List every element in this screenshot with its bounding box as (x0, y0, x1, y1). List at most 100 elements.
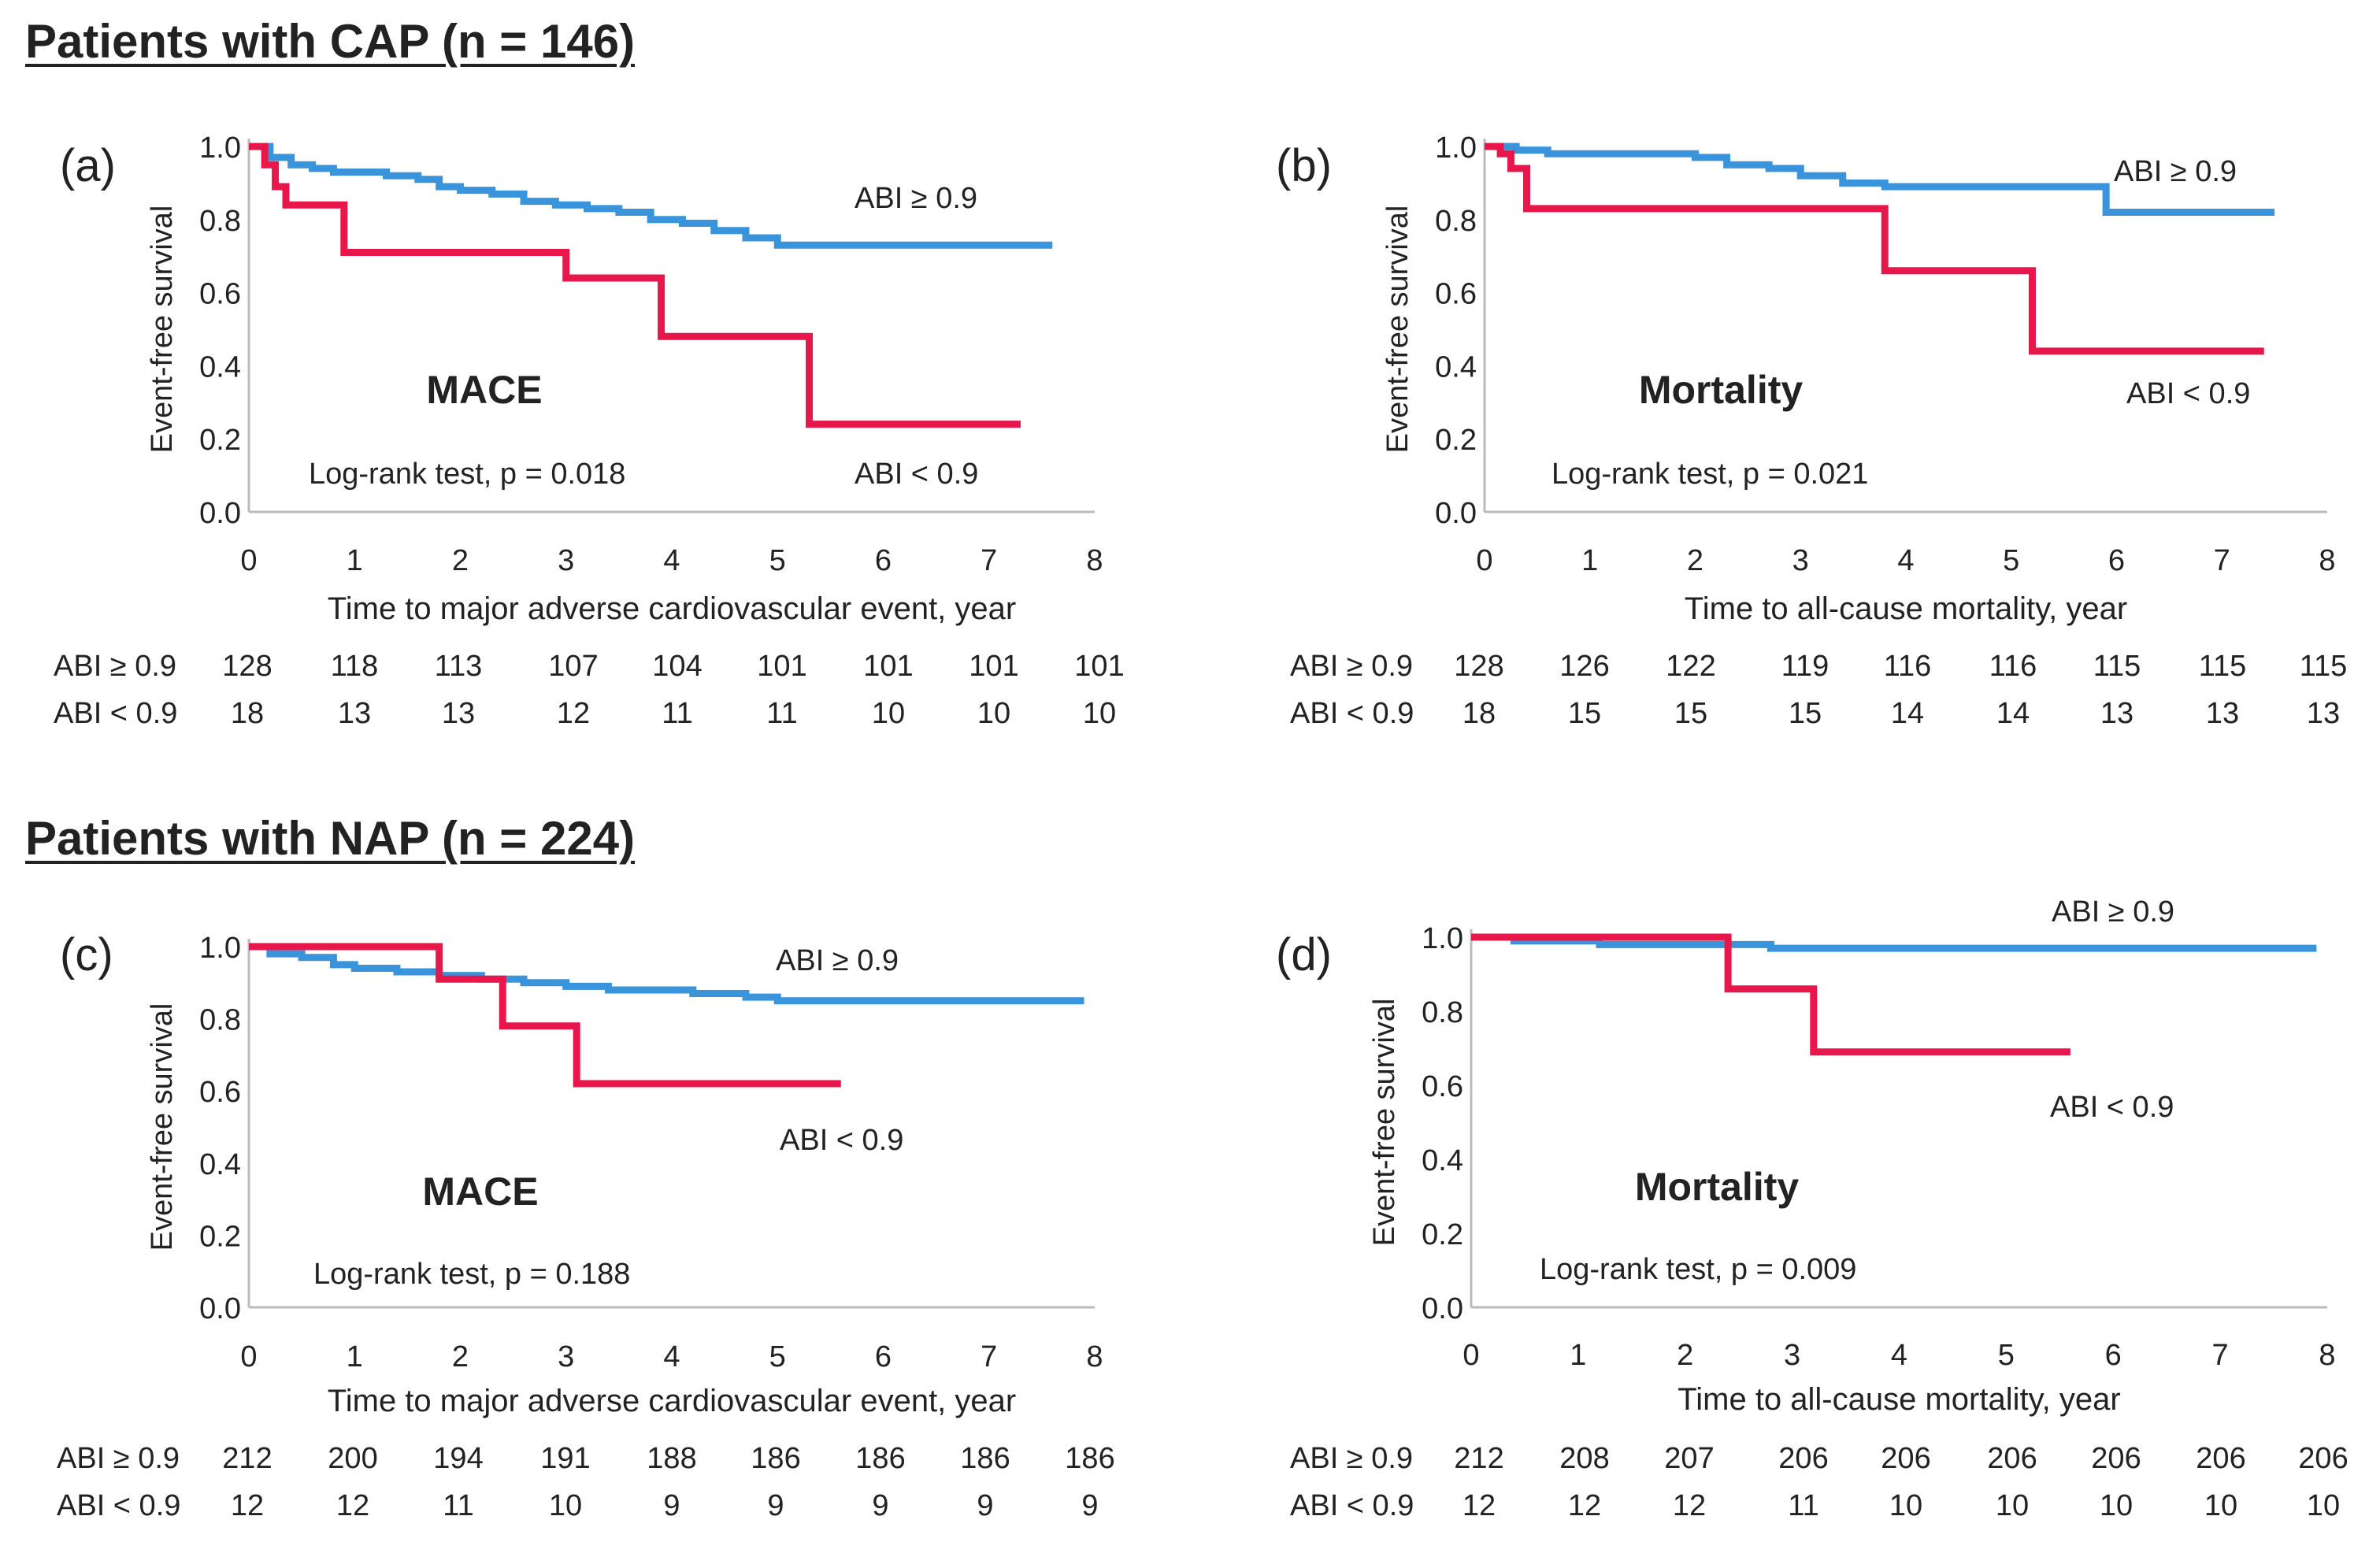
x-tick-label: 4 (1897, 544, 1914, 577)
y-tick-label: 0.2 (199, 424, 241, 457)
risk-count: 101 (969, 650, 1018, 683)
y-tick-label: 0.0 (199, 497, 241, 530)
risk-count: 10 (1996, 1489, 2029, 1522)
risk-count: 13 (338, 697, 371, 730)
x-tick-label: 2 (452, 1340, 469, 1373)
y-tick-label: 0.4 (199, 1148, 241, 1181)
risk-count: 13 (2307, 697, 2340, 730)
y-tick-label: 0.4 (199, 350, 241, 384)
y-axis-label: Event-free survival (1381, 206, 1414, 454)
risk-count: 12 (336, 1489, 369, 1522)
x-tick-label: 8 (1086, 544, 1103, 577)
y-tick-label: 0.4 (1435, 350, 1477, 384)
risk-count: 18 (1462, 697, 1496, 730)
log-rank-stat: Log-rank test, p = 0.021 (1551, 458, 1868, 491)
series-label-abi-high: ABI ≥ 0.9 (776, 944, 899, 977)
log-rank-stat: Log-rank test, p = 0.009 (1540, 1253, 1856, 1286)
series-line-abi-low (1471, 933, 2070, 1056)
risk-count: 212 (222, 1442, 272, 1475)
risk-count: 115 (2199, 650, 2247, 683)
x-tick-label: 4 (663, 1340, 680, 1373)
x-tick-label: 5 (2003, 544, 2019, 577)
risk-count: 128 (222, 650, 272, 683)
risk-count: 13 (442, 697, 475, 730)
series-label-abi-high: ABI ≥ 0.9 (2052, 895, 2174, 929)
panel-label: (d) (1276, 929, 1332, 980)
series-line-abi-high (1485, 143, 2275, 217)
risk-count: 115 (2300, 650, 2348, 683)
series-line-abi-low (249, 943, 841, 1088)
risk-row-label: ABI < 0.9 (1290, 1489, 1414, 1522)
risk-count: 194 (433, 1442, 483, 1475)
section-title-cap: Patients with CAP (n = 146) (25, 15, 636, 68)
x-tick-label: 5 (1998, 1339, 2015, 1372)
risk-count: 107 (548, 650, 598, 683)
risk-count: 101 (1074, 650, 1124, 683)
risk-count: 11 (443, 1489, 473, 1522)
risk-count: 101 (863, 650, 913, 683)
risk-count: 118 (331, 650, 379, 683)
risk-count: 14 (1891, 697, 1924, 730)
y-axis-label: Event-free survival (1368, 999, 1401, 1247)
panel-title: MACE (426, 368, 542, 412)
risk-count: 206 (1987, 1442, 2037, 1475)
risk-row-label: ABI < 0.9 (54, 697, 177, 730)
risk-row-label: ABI < 0.9 (57, 1489, 180, 1522)
y-tick-label: 0.2 (199, 1220, 241, 1253)
y-tick-label: 0.2 (1422, 1218, 1463, 1251)
x-tick-label: 8 (2319, 1339, 2335, 1372)
risk-count: 212 (1454, 1442, 1503, 1475)
risk-count: 10 (2100, 1489, 2133, 1522)
y-tick-label: 0.6 (199, 278, 241, 311)
risk-count: 12 (1673, 1489, 1706, 1522)
y-axis-label: Event-free survival (146, 1003, 179, 1251)
risk-count: 9 (1081, 1489, 1098, 1522)
risk-count: 119 (1781, 650, 1829, 683)
y-tick-label: 0.0 (1422, 1292, 1463, 1325)
risk-count: 10 (872, 697, 905, 730)
x-axis-label: Time to major adverse cardiovascular eve… (328, 591, 1016, 626)
risk-count: 12 (1568, 1489, 1601, 1522)
y-tick-label: 0.6 (199, 1076, 241, 1109)
risk-count: 12 (231, 1489, 264, 1522)
x-tick-label: 8 (2319, 544, 2335, 577)
risk-count: 13 (2206, 697, 2239, 730)
risk-count: 186 (960, 1442, 1010, 1475)
risk-row-label: ABI ≥ 0.9 (57, 1442, 180, 1475)
risk-row-label: ABI ≥ 0.9 (54, 650, 176, 683)
risk-count: 113 (435, 650, 483, 683)
x-tick-label: 1 (1581, 544, 1598, 577)
x-tick-label: 3 (558, 1340, 574, 1373)
x-tick-label: 4 (1891, 1339, 1907, 1372)
risk-count: 207 (1664, 1442, 1714, 1475)
risk-count: 12 (557, 697, 590, 730)
risk-count: 186 (751, 1442, 800, 1475)
x-tick-label: 6 (2108, 544, 2125, 577)
risk-count: 12 (1462, 1489, 1496, 1522)
risk-count: 11 (766, 697, 797, 730)
x-axis-label: Time to major adverse cardiovascular eve… (328, 1384, 1016, 1418)
risk-count: 14 (1996, 697, 2030, 730)
risk-count: 10 (1889, 1489, 1922, 1522)
risk-count: 206 (2298, 1442, 2348, 1475)
risk-count: 126 (1559, 650, 1609, 683)
y-tick-label: 0.0 (1435, 497, 1477, 530)
x-tick-label: 3 (1784, 1339, 1800, 1372)
x-tick-label: 2 (1687, 544, 1703, 577)
series-line-abi-low (249, 143, 1021, 428)
panel-title: MACE (422, 1169, 538, 1214)
risk-count: 9 (663, 1489, 680, 1522)
risk-count: 15 (1789, 697, 1822, 730)
risk-count: 10 (1083, 697, 1116, 730)
risk-count: 206 (1778, 1442, 1828, 1475)
panel-label: (a) (60, 140, 116, 191)
y-tick-label: 0.6 (1435, 278, 1477, 311)
risk-count: 10 (2307, 1489, 2340, 1522)
y-tick-label: 0.8 (1422, 996, 1463, 1029)
y-tick-label: 0.0 (199, 1292, 241, 1325)
x-tick-label: 1 (347, 544, 363, 577)
risk-count: 10 (977, 697, 1010, 730)
y-tick-label: 1.0 (199, 132, 241, 165)
